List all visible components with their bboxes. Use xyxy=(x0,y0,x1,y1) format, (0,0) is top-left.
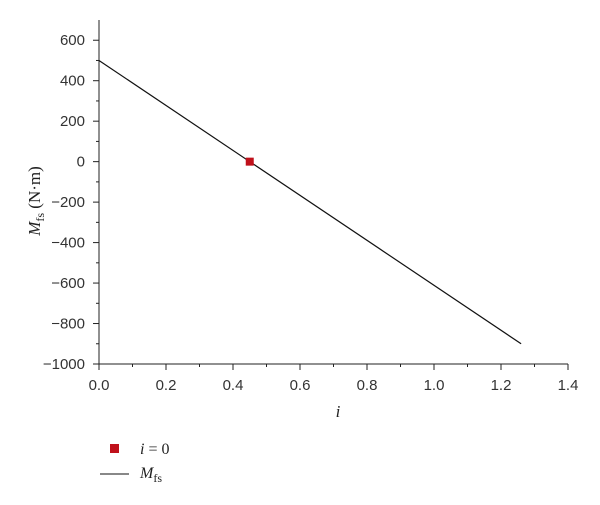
x-axis-label: i xyxy=(336,402,341,421)
series-line-Mfs xyxy=(98,59,522,345)
x-tick-label: 0.4 xyxy=(223,377,244,394)
y-tick-label: 600 xyxy=(60,32,85,49)
legend-line-label: Mfs xyxy=(139,465,162,485)
legend: i = 0 Mfs xyxy=(100,441,169,485)
x-tick-label: 0.8 xyxy=(357,377,378,394)
y-tick-label: −600 xyxy=(51,275,85,292)
y-tick-label: −1000 xyxy=(43,356,85,373)
x-tick-label: 0.6 xyxy=(290,377,311,394)
x-tick-label: 1.2 xyxy=(491,377,512,394)
data-point-i0 xyxy=(245,157,254,166)
legend-marker-label: i = 0 xyxy=(140,441,169,458)
y-tick-label: −800 xyxy=(51,316,85,333)
y-axis-label: Mfs (N·m) xyxy=(25,166,47,237)
y-tick-label: −400 xyxy=(51,235,85,252)
legend-marker-swatch xyxy=(110,444,119,453)
y-tick-label: −200 xyxy=(51,194,85,211)
x-tick-label: 1.4 xyxy=(558,377,579,394)
x-tick-label: 0.2 xyxy=(156,377,177,394)
x-tick-label: 1.0 xyxy=(424,377,445,394)
y-tick-label: 0 xyxy=(77,154,85,171)
y-tick-label: 200 xyxy=(60,113,85,130)
y-tick-label: 400 xyxy=(60,73,85,90)
x-tick-label: 0.0 xyxy=(89,377,110,394)
